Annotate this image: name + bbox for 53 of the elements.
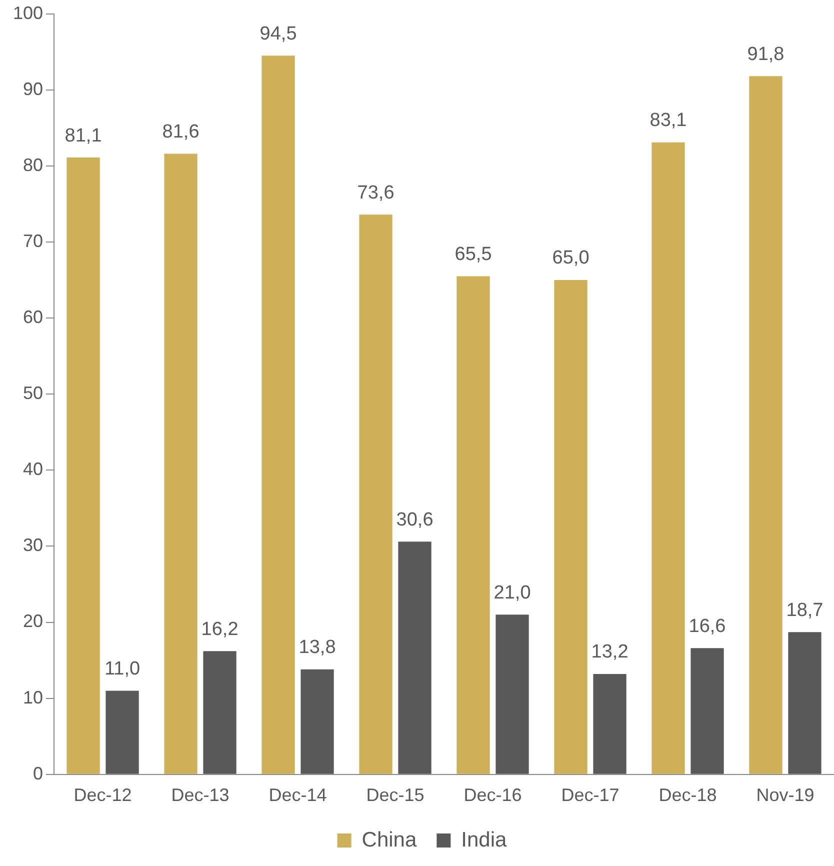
data-label: 11,0 [104,658,140,680]
data-label: 13,2 [591,642,628,663]
bar [300,669,334,774]
y-tick-label: 60 [23,307,44,328]
data-label: 81,6 [162,121,200,142]
bar [106,690,139,774]
x-tick-label: Dec-12 [74,785,132,806]
data-label: 16,6 [688,616,726,637]
data-label: 65,5 [454,244,492,265]
y-tick-label: 70 [23,230,44,251]
y-tick-label: 100 [12,2,44,23]
x-tick-label: Nov-19 [756,785,814,806]
bar [164,154,198,774]
data-label: 94,5 [260,23,297,44]
y-tick-label: 10 [23,687,44,708]
bar [203,651,236,774]
bar [749,76,782,774]
bar [652,142,685,774]
y-tick-label: 40 [23,459,44,480]
bar [554,280,588,774]
x-tick-label: Dec-15 [366,785,424,806]
data-label: 81,1 [64,125,102,146]
data-label: 18,7 [786,600,824,621]
data-label: 21,0 [494,582,531,604]
x-tick-label: Dec-13 [171,785,230,806]
data-label: 16,2 [201,618,238,640]
bar [359,214,392,774]
bar [456,276,490,774]
x-tick-label: Dec-16 [464,785,522,806]
y-tick-label: 90 [23,78,44,99]
bar [496,614,529,774]
x-tick-label: Dec-17 [561,785,620,806]
bar [66,158,100,774]
y-tick-label: 80 [23,154,44,175]
y-tick-label: 30 [23,535,44,556]
y-tick-label: 0 [33,763,44,784]
data-label: 13,8 [298,637,336,658]
data-label: 65,0 [552,248,590,269]
legend-label: China [362,828,417,852]
data-label: 30,6 [396,509,434,530]
y-tick-label: 20 [23,611,44,632]
data-label: 91,8 [747,44,784,65]
data-label: 83,1 [650,110,687,132]
legend-label: India [461,828,508,852]
bar [262,56,295,774]
bar [788,632,822,774]
bar [593,674,626,774]
x-tick-label: Dec-18 [658,785,717,806]
bar [690,648,724,774]
data-label: 73,6 [357,182,394,204]
y-tick-label: 50 [23,383,44,404]
x-tick-label: Dec-14 [268,785,327,806]
bar [398,542,432,774]
